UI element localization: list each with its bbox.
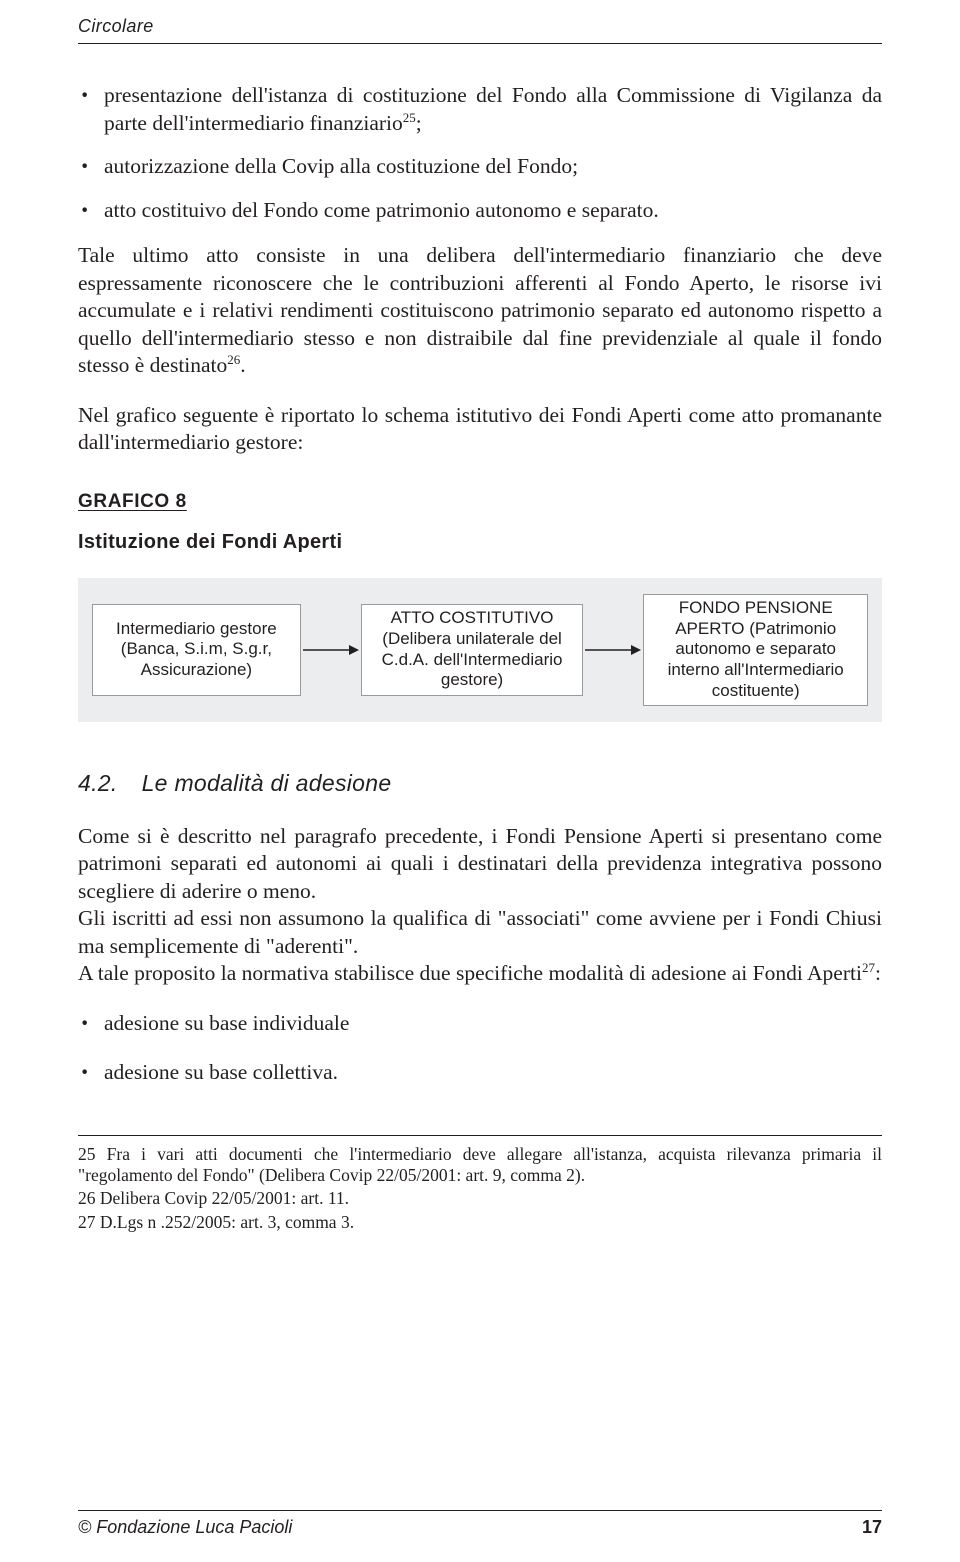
- flowchart-node: ATTO COSTITUTIVO (Delibera unilaterale d…: [361, 604, 584, 696]
- paragraph: Come si è descritto nel paragrafo preced…: [78, 823, 882, 906]
- footnote-ref: 25: [403, 109, 416, 124]
- paragraph: Nel grafico seguente è riportato lo sche…: [78, 402, 882, 457]
- paragraph-text: A tale proposito la normativa stabilisce…: [78, 961, 862, 985]
- list-item: presentazione dell'istanza di costituzio…: [78, 82, 882, 137]
- list-item: atto costituivo del Fondo come patrimoni…: [78, 197, 882, 225]
- flowchart-node: Intermediario gestore (Banca, S.i.m, S.g…: [92, 604, 301, 696]
- section-number: 4.2.: [78, 770, 118, 796]
- grafico-label: GRAFICO 8: [78, 491, 882, 513]
- footnote: 26 Delibera Covip 22/05/2001: art. 11.: [78, 1188, 882, 1209]
- section-title: Le modalità di adesione: [142, 770, 392, 796]
- section-heading: 4.2. Le modalità di adesione: [78, 770, 882, 797]
- top-bullet-list: presentazione dell'istanza di costituzio…: [78, 82, 882, 224]
- flowchart-node: FONDO PENSIONE APERTO (Patrimonio autono…: [643, 594, 868, 706]
- footnote-ref: 27: [862, 960, 875, 975]
- flowchart-arrow: [583, 642, 643, 658]
- list-item: adesione su base individuale: [78, 1010, 882, 1038]
- footnotes: 25 Fra i vari atti documenti che l'inter…: [78, 1144, 882, 1233]
- paragraph-tail: .: [240, 353, 245, 377]
- footnote-ref: 26: [227, 352, 240, 367]
- paragraph: Gli iscritti ad essi non assumono la qua…: [78, 905, 882, 960]
- paragraph-tail: :: [875, 961, 881, 985]
- list-item: autorizzazione della Covip alla costituz…: [78, 153, 882, 181]
- bullet-tail: ;: [416, 111, 422, 135]
- page-content: Circolare presentazione dell'istanza di …: [78, 0, 882, 1235]
- footnotes-rule: [78, 1135, 882, 1136]
- footer-page-number: 17: [862, 1517, 882, 1538]
- paragraph: Tale ultimo atto consiste in una deliber…: [78, 242, 882, 380]
- footnote: 27 D.Lgs n .252/2005: art. 3, comma 3.: [78, 1212, 882, 1233]
- list-item: adesione su base collettiva.: [78, 1059, 882, 1087]
- paragraph-text: Tale ultimo atto consiste in una deliber…: [78, 243, 882, 377]
- paragraph: A tale proposito la normativa stabilisce…: [78, 960, 882, 988]
- grafico-title: Istituzione dei Fondi Aperti: [78, 531, 882, 554]
- flowchart-arrow: [301, 642, 361, 658]
- bottom-bullet-list: adesione su base individuale adesione su…: [78, 1010, 882, 1087]
- header-rule: [78, 43, 882, 44]
- footnote: 25 Fra i vari atti documenti che l'inter…: [78, 1144, 882, 1187]
- bullet-text: presentazione dell'istanza di costituzio…: [104, 83, 882, 135]
- running-head: Circolare: [78, 0, 882, 43]
- footer-copyright: © Fondazione Luca Pacioli: [78, 1517, 292, 1538]
- flowchart: Intermediario gestore (Banca, S.i.m, S.g…: [78, 578, 882, 722]
- page-footer: © Fondazione Luca Pacioli 17: [78, 1510, 882, 1538]
